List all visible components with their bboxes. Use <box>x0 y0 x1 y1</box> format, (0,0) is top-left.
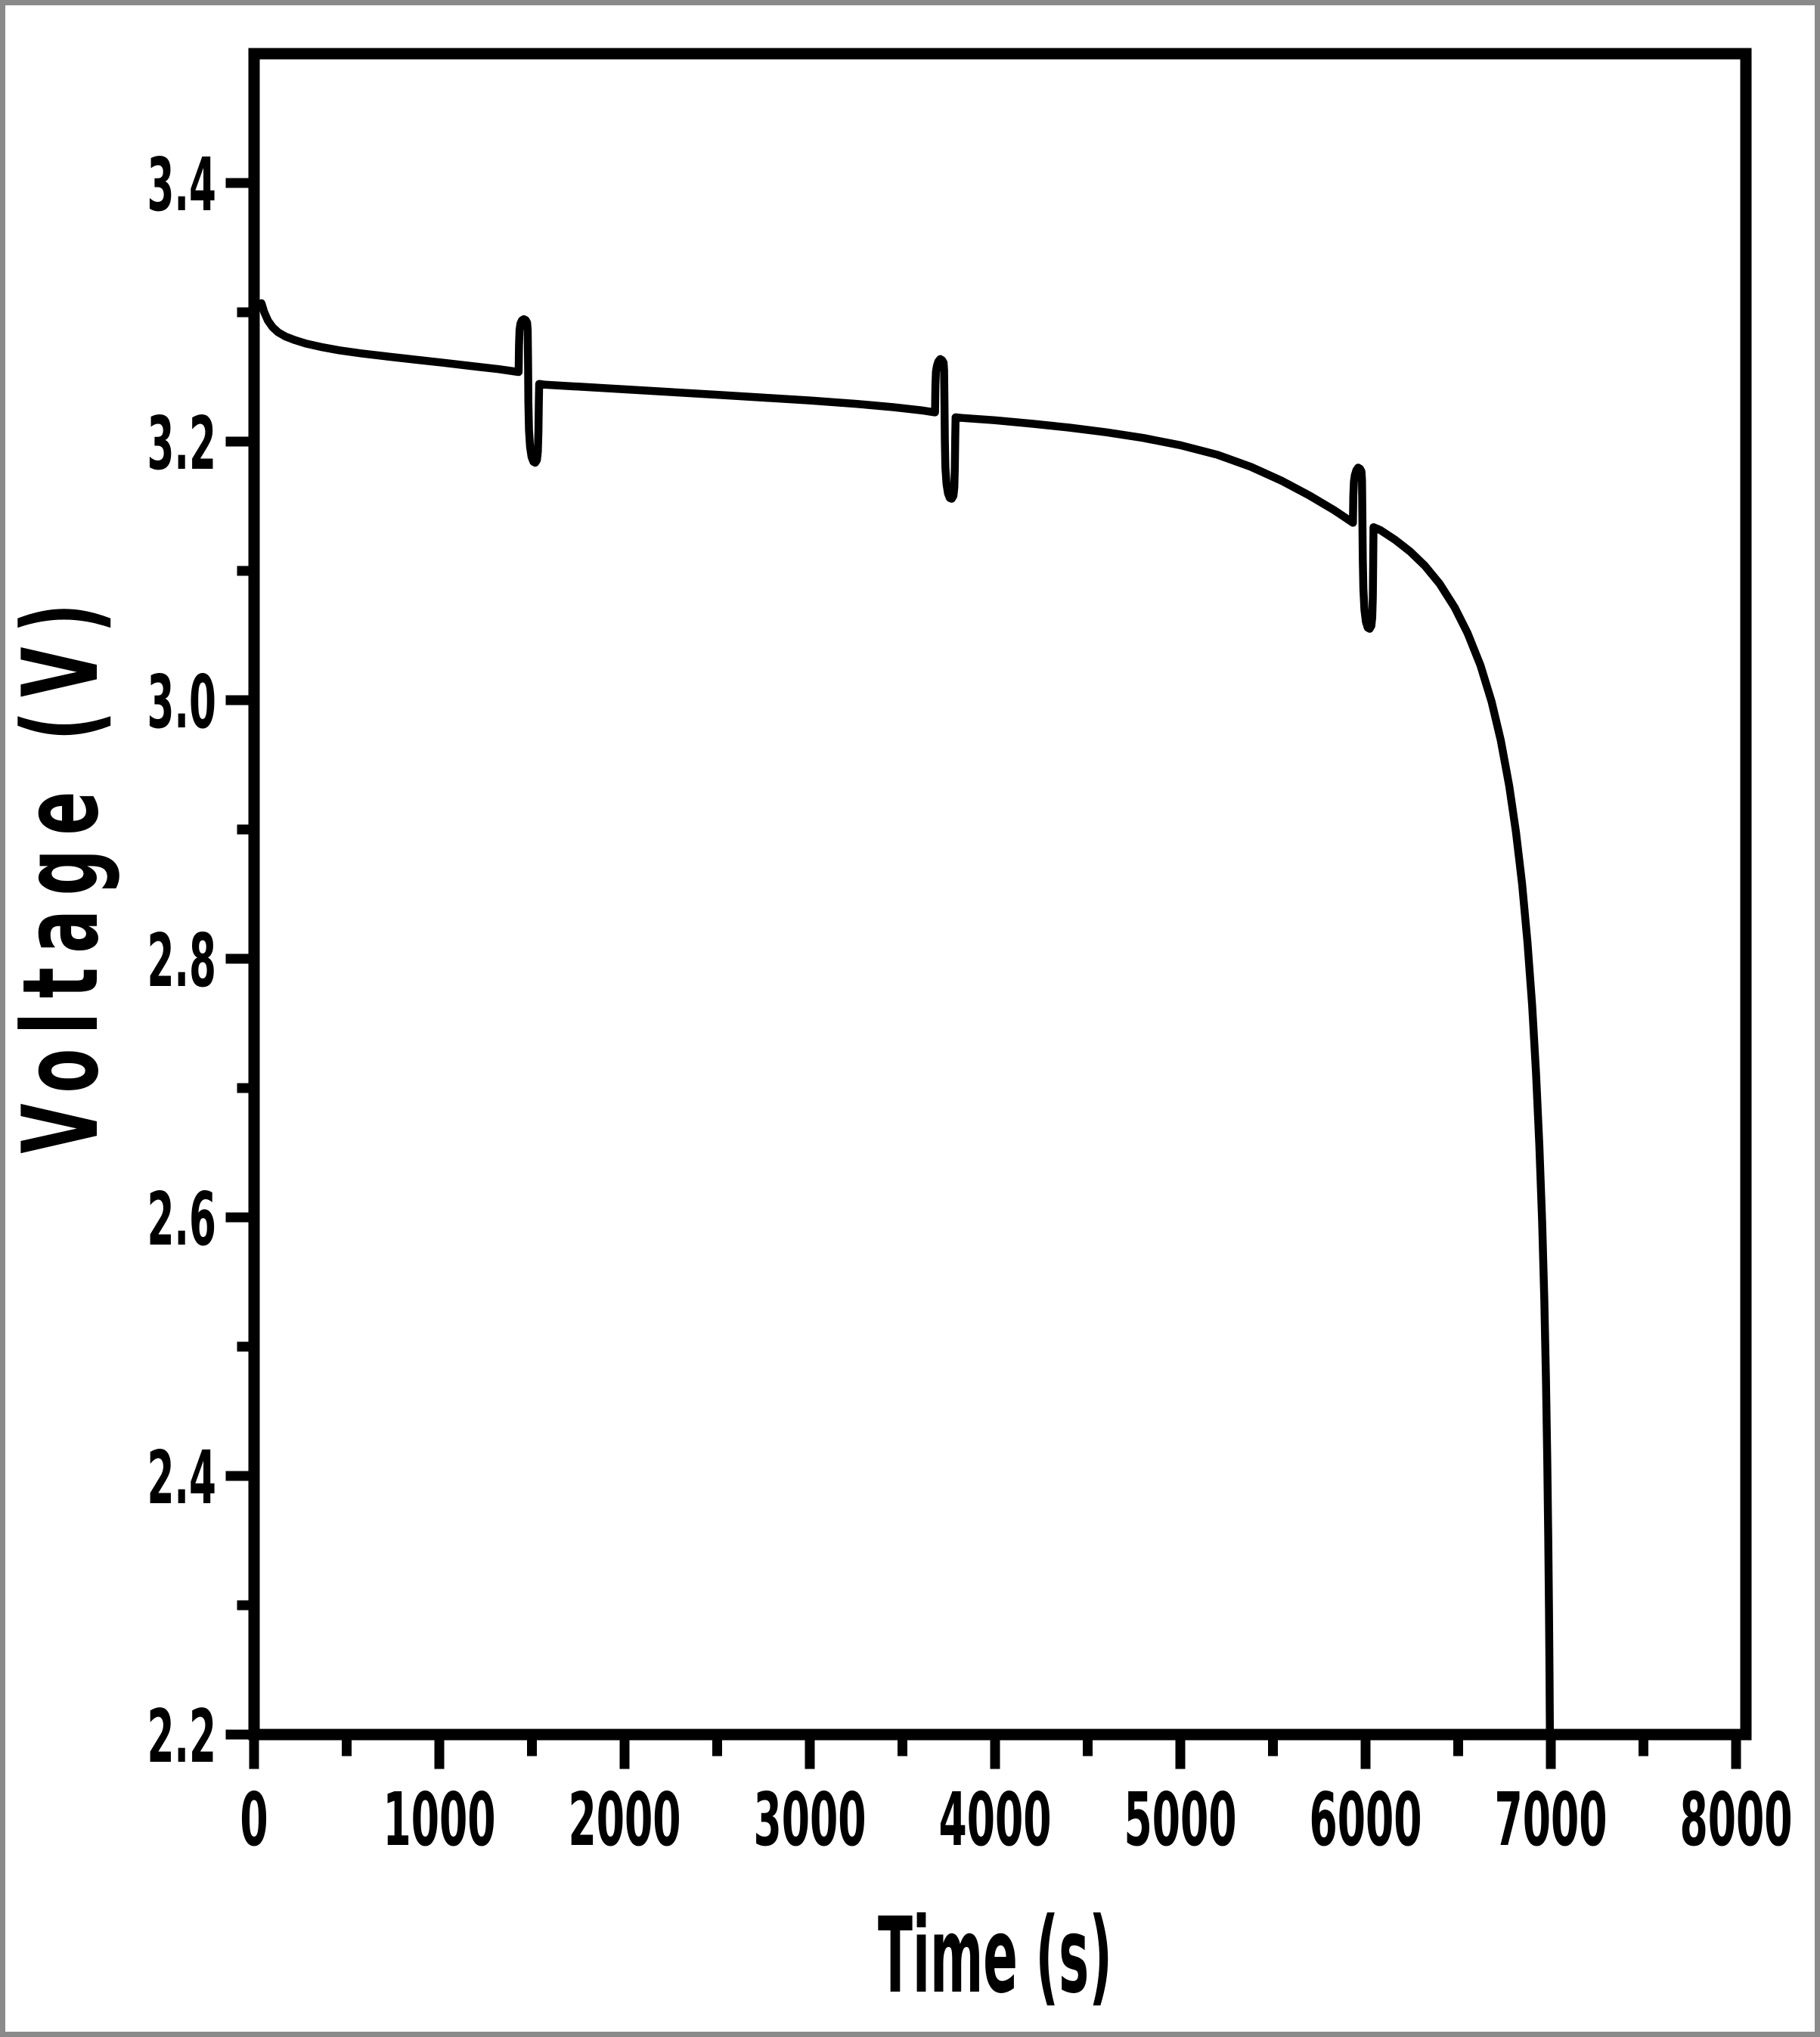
x-axis-title: Time (s) <box>878 1896 1112 2017</box>
discharge-voltage-curve <box>257 299 1555 1739</box>
y-tick-label: 3.0 <box>147 660 216 746</box>
y-tick-label: 3.4 <box>147 143 216 228</box>
axis-ticks <box>225 178 1741 1769</box>
y-tick-label: 2.8 <box>147 919 216 1004</box>
y-axis-title: Voltage (V) <box>1 589 122 1153</box>
y-tick-label: 2.6 <box>147 1177 216 1263</box>
x-tick-label: 2000 <box>569 1778 681 1863</box>
y-tick-label: 3.2 <box>147 402 216 487</box>
axis-tick-labels: 0 1000 2000 3000 4000 5000 6000 7000 8000 2.2 2.4 2… <box>147 143 1792 1863</box>
y-tick-label: 2.4 <box>147 1436 216 1521</box>
x-tick-label: 5000 <box>1124 1778 1237 1863</box>
x-tick-label: 1000 <box>383 1778 496 1863</box>
y-tick-label: 2.2 <box>147 1694 216 1780</box>
x-tick-label: 7000 <box>1495 1778 1608 1863</box>
x-tick-label: 3000 <box>754 1778 867 1863</box>
x-tick-label: 0 <box>240 1778 268 1863</box>
x-tick-label: 8000 <box>1680 1778 1793 1863</box>
x-tick-label: 4000 <box>939 1778 1052 1863</box>
x-tick-label: 6000 <box>1310 1778 1422 1863</box>
